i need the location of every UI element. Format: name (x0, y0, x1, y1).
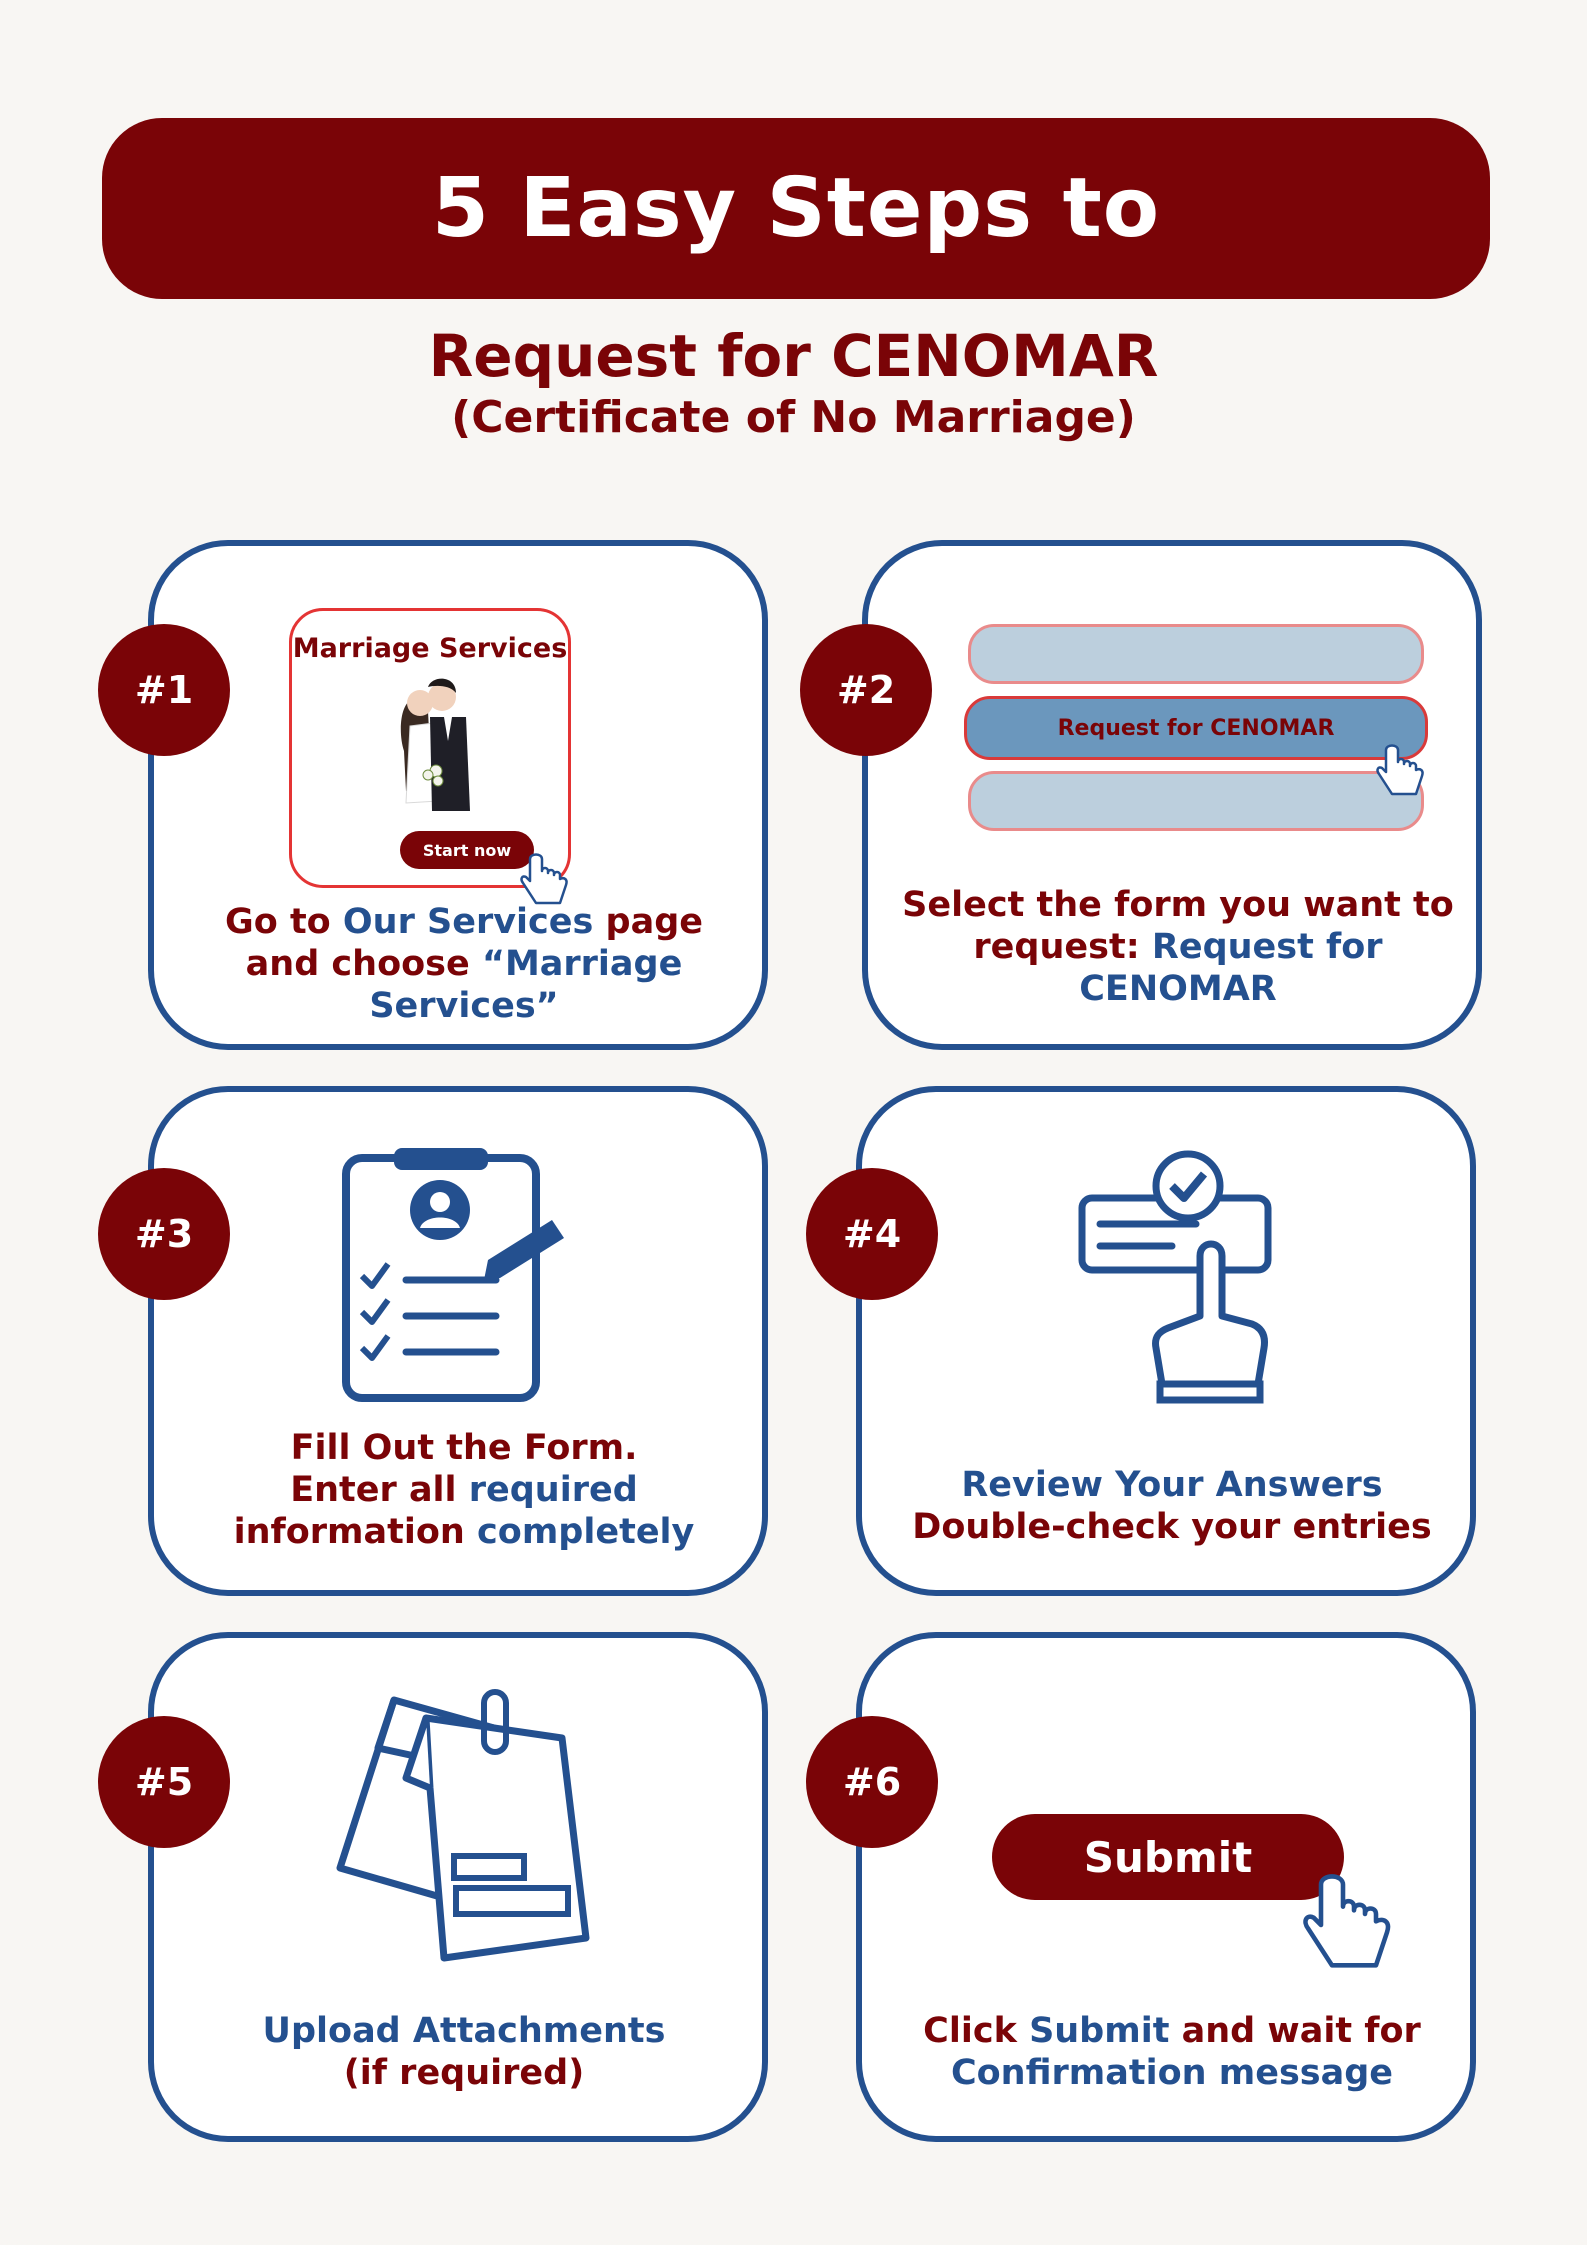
form-option[interactable] (968, 771, 1424, 831)
caption-segment: request: (973, 927, 1152, 967)
caption-segment: required (468, 1470, 638, 1510)
submit-button[interactable]: Submit (992, 1814, 1344, 1900)
caption-segment: page (593, 902, 704, 942)
caption-segment: Review Your Answers (961, 1465, 1383, 1505)
caption-segment: Confirmation message (950, 2053, 1394, 2093)
caption-segment: “Marriage (481, 944, 683, 984)
caption-segment: completely (477, 1512, 695, 1552)
caption-segment: Submit (1029, 2011, 1170, 2051)
caption-line: Double-check your entries (872, 1506, 1472, 1548)
step-card-3: Fill Out the Form. Enter all required info… (148, 1086, 768, 1596)
start-now-button[interactable]: Start now (400, 831, 534, 869)
caption-line: information completely (164, 1511, 764, 1553)
page-title: 5 Easy Steps to (431, 161, 1161, 256)
caption-line: Select the form you want to (878, 884, 1478, 926)
step-badge-4: #4 (806, 1168, 938, 1300)
caption-line: CENOMAR (878, 968, 1478, 1010)
caption-segment: Double-check your entries (912, 1507, 1432, 1547)
caption-segment: Request for (1151, 927, 1383, 967)
title-banner: 5 Easy Steps to (102, 118, 1490, 299)
step-badge-5: #5 (98, 1716, 230, 1848)
caption-segment: CENOMAR (1079, 969, 1277, 1009)
hand-pointer-icon (520, 853, 568, 905)
caption-segment: Select the form you want to (902, 885, 1454, 925)
caption-line: Confirmation message (872, 2052, 1472, 2094)
marriage-services-card: Marriage Services Start now (289, 608, 571, 905)
step-caption: Fill Out the Form. Enter all required info… (164, 1427, 764, 1553)
caption-line: and choose “Marriage (164, 943, 764, 985)
step-caption: Upload Attachments (if required) (164, 2010, 764, 2094)
clipboard-form-icon (342, 1148, 564, 1402)
step-card-2: Request for CENOMAR Select the form you … (862, 540, 1482, 1050)
step-caption: Review Your Answers Double-check your ent… (872, 1464, 1472, 1548)
caption-line: (if required) (164, 2052, 764, 2094)
caption-line: Fill Out the Form. (164, 1427, 764, 1469)
caption-segment: information (233, 1512, 478, 1552)
page-subtitle-paren: (Certificate of No Marriage) (451, 392, 1136, 443)
step-card-1: Marriage Services Start now Go to Our Se… (148, 540, 768, 1050)
caption-segment: Our Services (342, 902, 594, 942)
step-card-4: Review Your Answers Double-check your ent… (856, 1086, 1476, 1596)
hand-pointer-icon (1376, 744, 1424, 796)
caption-line: Review Your Answers (872, 1464, 1472, 1506)
caption-line: Upload Attachments (164, 2010, 764, 2052)
form-option-selected[interactable]: Request for CENOMAR (964, 696, 1428, 760)
caption-segment: and choose (245, 944, 482, 984)
caption-line: Go to Our Services page (164, 901, 764, 943)
attachment-documents-icon (336, 1689, 590, 1962)
caption-segment: Upload Attachments (262, 2011, 666, 2051)
hand-pointer-icon (1303, 1874, 1391, 1968)
caption-segment: Enter all (290, 1470, 469, 1510)
step-card-6: Submit Click Submit and wait for Confirma… (856, 1632, 1476, 2142)
step-badge-2: #2 (800, 624, 932, 756)
caption-segment: Go to (224, 902, 343, 942)
caption-line: Click Submit and wait for (872, 2010, 1472, 2052)
step-badge-3: #3 (98, 1168, 230, 1300)
step-card-5: Upload Attachments (if required) (148, 1632, 768, 2142)
caption-segment: and wait for (1169, 2011, 1421, 2051)
caption-line: Services” (164, 985, 764, 1027)
caption-segment: Services” (369, 986, 559, 1026)
step-caption: Go to Our Services page and choose “Marri… (164, 901, 764, 1027)
couple-illustration (400, 678, 470, 811)
step-badge-6: #6 (806, 1716, 938, 1848)
review-check-icon (1078, 1150, 1272, 1404)
step-badge-1: #1 (98, 624, 230, 756)
caption-segment: Click (923, 2011, 1030, 2051)
step-caption: Select the form you want to request: Requ… (878, 884, 1478, 1010)
page-subtitle: Request for CENOMAR (428, 322, 1159, 390)
marriage-services-title: Marriage Services (292, 633, 568, 664)
selected-option-label: Request for CENOMAR (1057, 715, 1335, 741)
step-caption: Click Submit and wait for Confirmation me… (872, 2010, 1472, 2094)
caption-segment: (if required) (343, 2053, 585, 2093)
caption-line: request: Request for (878, 926, 1478, 968)
form-option[interactable] (968, 624, 1424, 684)
caption-segment: Fill Out the Form. (290, 1428, 638, 1468)
caption-line: Enter all required (164, 1469, 764, 1511)
